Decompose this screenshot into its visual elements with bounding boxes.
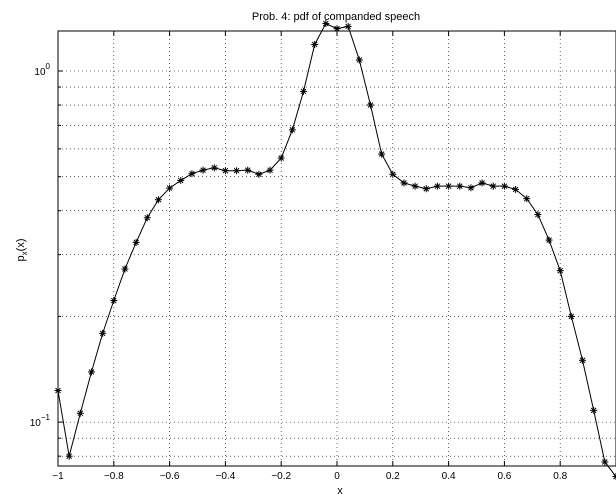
data-point-marker	[211, 164, 218, 171]
y-tick-label-exponent: −1	[41, 413, 51, 422]
grid	[58, 31, 616, 466]
x-tick-label: 0	[334, 471, 340, 482]
data-point-marker	[367, 102, 374, 109]
data-point-marker	[300, 88, 307, 95]
data-point-marker	[88, 368, 95, 375]
data-point-marker	[378, 151, 385, 158]
data-point-marker	[289, 126, 296, 133]
x-tick-label: 0.2	[386, 471, 400, 482]
x-tick-label: −0.8	[104, 471, 124, 482]
data-point-marker	[222, 167, 229, 174]
data-point-marker	[467, 184, 474, 191]
x-tick-label: −0.6	[160, 471, 180, 482]
data-point-marker	[133, 239, 140, 246]
data-point-marker	[534, 211, 541, 218]
data-point-marker	[479, 179, 486, 186]
data-point-marker	[456, 183, 463, 190]
x-tick-label: −1	[52, 471, 64, 482]
y-tick-label-exponent: 0	[46, 62, 51, 71]
data-point-marker	[55, 387, 62, 394]
data-point-marker	[278, 155, 285, 162]
y-axis-label: px(x)	[15, 239, 29, 262]
data-point-marker	[434, 183, 441, 190]
data-point-marker	[546, 237, 553, 244]
plot-frame	[58, 31, 616, 466]
data-point-marker	[77, 410, 84, 417]
data-point-marker	[579, 357, 586, 364]
y-axis-label-suffix: (x)	[15, 239, 27, 252]
x-tick-label: −0.2	[271, 471, 291, 482]
x-tick-label: −0.4	[216, 471, 236, 482]
data-point-marker	[255, 171, 262, 178]
y-tick-label: 100	[34, 62, 50, 78]
data-point-marker	[188, 170, 195, 177]
data-point-marker	[311, 41, 318, 48]
data-point-marker	[177, 177, 184, 184]
y-tick-label-base: 10	[34, 67, 46, 78]
data-point-marker	[244, 167, 251, 174]
data-point-marker	[99, 330, 106, 337]
x-tick-label: 0.8	[553, 471, 567, 482]
y-tick-label-base: 10	[30, 418, 42, 429]
data-point-marker	[345, 23, 352, 30]
data-point-marker	[200, 167, 207, 174]
x-tick-label: 0.4	[442, 471, 456, 482]
data-point-marker	[110, 297, 117, 304]
x-tick-label: 0.6	[497, 471, 511, 482]
y-tick-label: 10−1	[30, 413, 51, 429]
data-point-marker	[155, 196, 162, 203]
data-point-marker	[233, 167, 240, 174]
data-point-marker	[590, 407, 597, 414]
series-group	[55, 20, 616, 480]
data-point-marker	[412, 183, 419, 190]
data-point-marker	[144, 214, 151, 221]
data-point-marker	[557, 267, 564, 274]
data-point-marker	[445, 183, 452, 190]
data-point-marker	[490, 183, 497, 190]
chart-title: Prob. 4: pdf of companded speech	[252, 11, 420, 23]
x-axis-label: x	[337, 485, 343, 497]
data-point-marker	[66, 453, 73, 460]
data-point-marker	[166, 185, 173, 192]
data-point-marker	[512, 186, 519, 193]
data-point-marker	[121, 265, 128, 272]
data-point-marker	[356, 56, 363, 63]
data-point-marker	[423, 185, 430, 192]
data-point-marker	[613, 473, 616, 480]
data-point-marker	[568, 313, 575, 320]
data-point-marker	[501, 183, 508, 190]
